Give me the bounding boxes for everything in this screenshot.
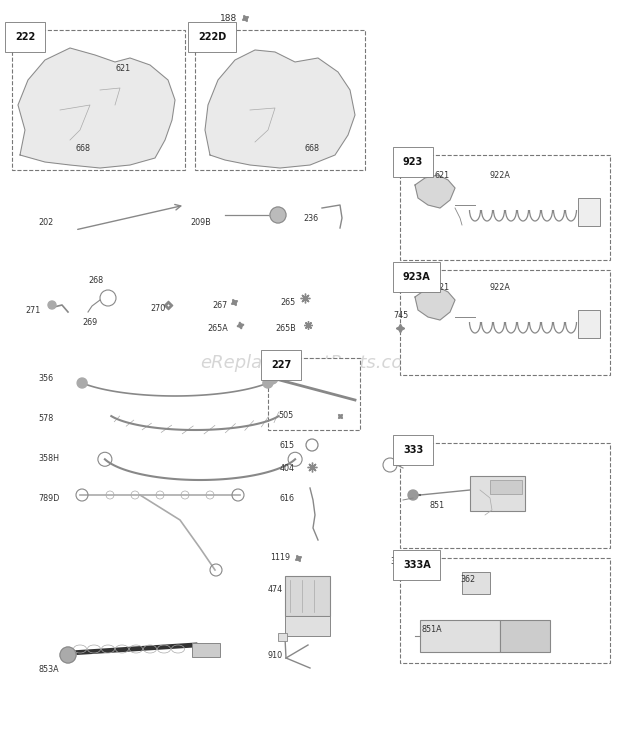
- Text: 668: 668: [305, 144, 320, 152]
- Text: 333: 333: [403, 445, 423, 455]
- Text: 616: 616: [280, 494, 295, 502]
- FancyBboxPatch shape: [192, 643, 220, 657]
- FancyBboxPatch shape: [578, 310, 600, 338]
- FancyBboxPatch shape: [578, 198, 600, 226]
- Text: 267: 267: [212, 300, 228, 309]
- FancyBboxPatch shape: [490, 480, 522, 494]
- Text: 922A: 922A: [490, 170, 511, 180]
- Text: 615: 615: [280, 440, 295, 449]
- Circle shape: [270, 207, 286, 223]
- Circle shape: [408, 490, 418, 500]
- Polygon shape: [18, 48, 175, 168]
- Text: 222: 222: [15, 32, 35, 42]
- Text: 333A: 333A: [403, 560, 431, 570]
- Text: 209B: 209B: [190, 218, 211, 226]
- FancyBboxPatch shape: [12, 30, 185, 170]
- Text: 265A: 265A: [207, 323, 228, 332]
- FancyBboxPatch shape: [420, 620, 500, 652]
- FancyBboxPatch shape: [400, 270, 610, 375]
- Text: 271: 271: [25, 306, 40, 314]
- Text: 621: 621: [115, 64, 130, 73]
- FancyBboxPatch shape: [500, 620, 550, 652]
- Circle shape: [263, 378, 273, 388]
- Text: 578: 578: [38, 414, 53, 423]
- Polygon shape: [205, 50, 355, 168]
- Text: 265B: 265B: [275, 323, 296, 332]
- Text: 505: 505: [278, 411, 293, 420]
- Text: 202: 202: [38, 218, 53, 226]
- Text: 789D: 789D: [38, 494, 60, 502]
- Circle shape: [77, 378, 87, 388]
- Text: 474: 474: [268, 585, 283, 594]
- Text: 923: 923: [403, 157, 423, 167]
- Text: 227: 227: [271, 360, 291, 370]
- FancyBboxPatch shape: [268, 358, 360, 430]
- FancyBboxPatch shape: [285, 576, 330, 616]
- Text: 358H: 358H: [38, 454, 59, 462]
- Text: 910: 910: [268, 650, 283, 659]
- Text: 621: 621: [435, 170, 450, 180]
- Text: 334: 334: [390, 557, 405, 567]
- Text: 222D: 222D: [198, 32, 226, 42]
- Text: 668: 668: [75, 144, 90, 152]
- Text: 923A: 923A: [403, 272, 431, 282]
- Text: 270: 270: [150, 303, 166, 312]
- Text: 356: 356: [38, 374, 53, 383]
- Text: 268: 268: [88, 275, 103, 284]
- Text: 188: 188: [220, 13, 237, 22]
- FancyBboxPatch shape: [470, 476, 525, 511]
- Text: 404: 404: [280, 463, 295, 473]
- Text: 542: 542: [278, 363, 293, 372]
- Text: eReplacementParts.com: eReplacementParts.com: [200, 354, 420, 371]
- Text: 922A: 922A: [490, 283, 511, 292]
- Circle shape: [48, 301, 56, 309]
- Circle shape: [266, 372, 278, 384]
- FancyBboxPatch shape: [285, 616, 330, 636]
- FancyBboxPatch shape: [400, 155, 610, 260]
- Text: 853A: 853A: [38, 665, 59, 674]
- Polygon shape: [415, 175, 455, 208]
- FancyBboxPatch shape: [278, 633, 287, 641]
- Text: 1119: 1119: [270, 554, 290, 562]
- FancyBboxPatch shape: [400, 558, 610, 663]
- Text: 236: 236: [303, 214, 318, 223]
- Text: 265: 265: [280, 297, 295, 306]
- Text: 851A: 851A: [422, 625, 443, 634]
- Polygon shape: [415, 287, 455, 320]
- Text: 745: 745: [393, 311, 408, 320]
- Text: 269: 269: [82, 317, 97, 326]
- Text: 621: 621: [435, 283, 450, 292]
- FancyBboxPatch shape: [400, 443, 610, 548]
- Text: 851: 851: [430, 500, 445, 510]
- FancyBboxPatch shape: [195, 30, 365, 170]
- Circle shape: [60, 647, 76, 663]
- FancyBboxPatch shape: [462, 572, 490, 594]
- Text: 362: 362: [460, 576, 475, 585]
